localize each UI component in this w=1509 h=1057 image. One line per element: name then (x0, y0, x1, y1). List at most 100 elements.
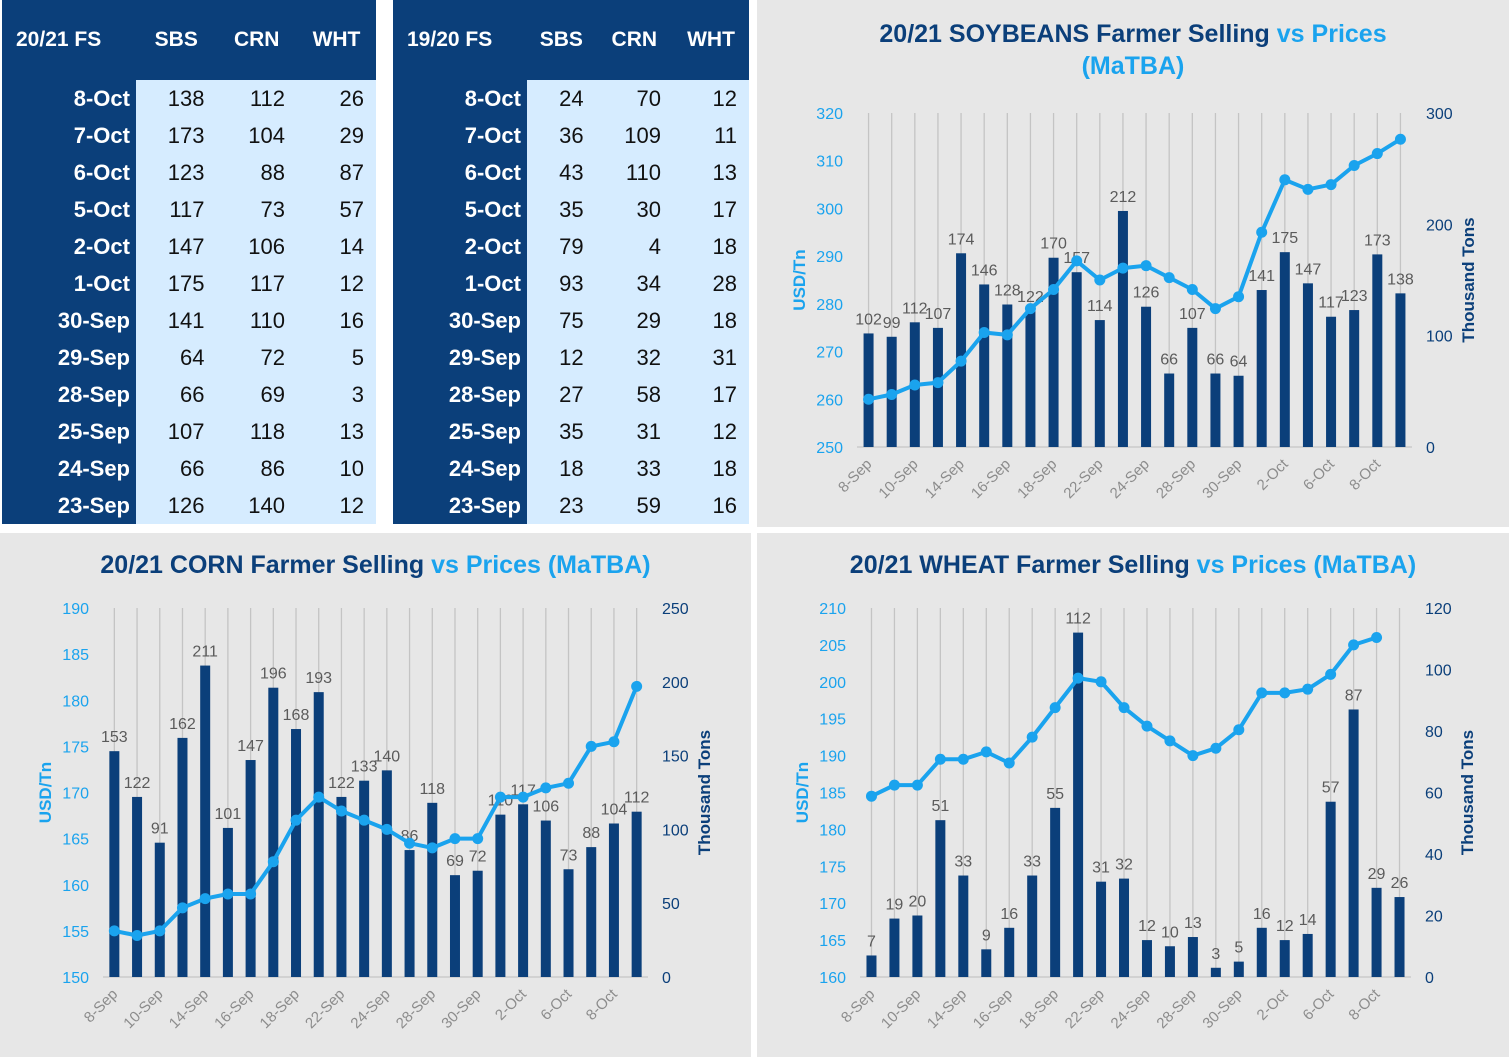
price-point (449, 833, 461, 845)
chart-title-line2: (MaTBA) (1081, 52, 1185, 80)
price-point (154, 925, 166, 937)
x-tick-label: 8-Oct (1345, 985, 1384, 1024)
bar-label: 73 (560, 847, 578, 864)
bar-label: 69 (446, 853, 464, 870)
wht-cell: 18 (673, 450, 749, 487)
bar-label: 196 (260, 666, 287, 683)
bar-label: 168 (283, 707, 310, 724)
header-wht: WHT (296, 0, 376, 80)
bar-label: 193 (305, 670, 332, 687)
bar-label: 26 (1391, 875, 1409, 892)
sbs-cell: 147 (136, 228, 217, 265)
y-tick-left: 290 (816, 249, 843, 266)
crn-cell: 34 (595, 265, 673, 302)
sbs-cell: 123 (136, 154, 217, 191)
bar-label: 162 (169, 716, 196, 733)
header-wht: WHT (673, 0, 749, 80)
header-sbs: SBS (527, 0, 596, 80)
crn-cell: 70 (595, 80, 673, 117)
y-tick-left: 200 (819, 675, 846, 692)
bar-label: 33 (1023, 854, 1041, 871)
bar (863, 333, 874, 447)
price-point (176, 902, 188, 914)
bar (563, 869, 574, 977)
table-row: 30-Sep 141 110 16 (2, 302, 376, 339)
price-point (426, 842, 438, 854)
bar (245, 760, 256, 977)
x-tick-label: 16-Sep (968, 456, 1014, 502)
bar-label: 114 (1087, 298, 1113, 315)
y-tick-right: 0 (662, 970, 671, 987)
price-point (909, 379, 921, 391)
x-tick-label: 24-Sep (347, 986, 393, 1032)
bar-label: 107 (925, 306, 952, 323)
sbs-cell: 23 (527, 487, 596, 524)
sbs-cell: 66 (136, 450, 217, 487)
table-row: 24-Sep 18 33 18 (393, 450, 749, 487)
price-point (608, 736, 620, 748)
bar-label: 20 (908, 894, 926, 911)
bar (866, 955, 877, 977)
bar (1325, 801, 1336, 977)
bar-label: 126 (1133, 285, 1160, 302)
bar (1256, 927, 1267, 977)
table-row: 5-Oct 117 73 57 (2, 191, 376, 228)
sbs-cell: 175 (136, 265, 217, 302)
sbs-cell: 64 (136, 339, 217, 376)
price-point (563, 777, 575, 789)
crn-cell: 109 (595, 117, 673, 154)
bar (1233, 961, 1244, 977)
price-point (888, 779, 900, 791)
wht-cell: 16 (673, 487, 749, 524)
price-point (1302, 683, 1314, 695)
x-tick-label: 22-Sep (302, 986, 348, 1032)
bar (472, 870, 483, 977)
sbs-cell: 107 (136, 413, 217, 450)
table-row: 6-Oct 123 88 87 (2, 154, 376, 191)
price-point (955, 355, 967, 367)
bar (291, 729, 302, 977)
chart-title-accent: vs Prices (MaTBA) (1196, 551, 1417, 579)
row-date: 24-Sep (393, 450, 527, 487)
sbs-cell: 35 (527, 191, 596, 228)
bar-label: 112 (624, 790, 650, 807)
table-row: 30-Sep 75 29 18 (393, 302, 749, 339)
bar (1164, 373, 1175, 447)
y-tick-right: 100 (1426, 329, 1453, 346)
bar-label: 16 (1000, 906, 1018, 923)
bar (1071, 272, 1082, 447)
bar-label: 123 (1341, 288, 1368, 305)
price-point (631, 680, 643, 692)
wht-cell: 29 (296, 117, 376, 154)
bar (1395, 293, 1406, 447)
price-point (863, 393, 875, 405)
y-tick-left: 190 (62, 601, 89, 618)
y-tick-right: 40 (1425, 847, 1443, 864)
bar (1094, 320, 1105, 447)
table-row: 5-Oct 35 30 17 (393, 191, 749, 228)
bar (154, 842, 165, 977)
x-tick-label: 6-Oct (1300, 455, 1339, 494)
y-tick-left: 155 (62, 924, 89, 941)
x-tick-label: 10-Sep (120, 986, 166, 1032)
y-tick-right: 120 (1425, 601, 1452, 618)
price-point (1371, 148, 1383, 160)
x-tick-label: 8-Oct (1346, 455, 1385, 494)
bar-label: 147 (1295, 261, 1322, 278)
bar (1027, 875, 1038, 977)
sbs-cell: 141 (136, 302, 217, 339)
header-season: 19/20 FS (393, 0, 527, 80)
table-row: 2-Oct 79 4 18 (393, 228, 749, 265)
row-date: 5-Oct (393, 191, 527, 228)
price-point (1163, 272, 1175, 284)
bar-label: 10 (1161, 924, 1179, 941)
row-date: 24-Sep (2, 450, 136, 487)
chart-title: 20/21 WHEAT Farmer Selling vs Prices (Ma… (757, 549, 1509, 581)
x-tick-label: 6-Oct (537, 985, 576, 1024)
sbs-cell: 79 (527, 228, 596, 265)
header-sbs: SBS (136, 0, 217, 80)
price-point (1072, 672, 1084, 684)
y-tick-right: 60 (1425, 786, 1443, 803)
y-tick-right: 0 (1426, 440, 1435, 457)
y-tick-left: 205 (819, 638, 846, 655)
